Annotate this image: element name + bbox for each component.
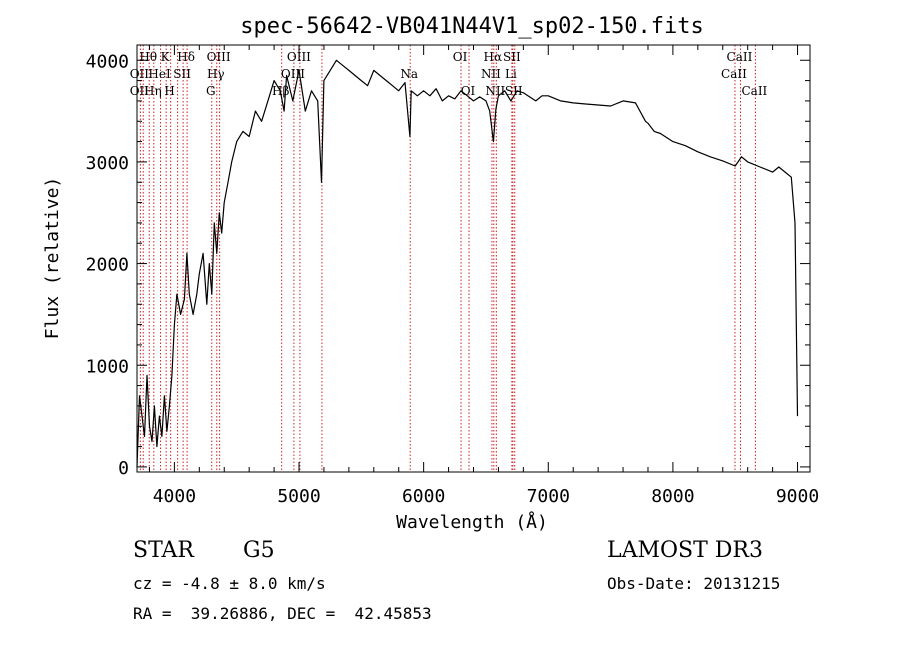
line-label: OIII — [207, 50, 231, 64]
plot-frame — [136, 44, 811, 473]
x-tick-label: 4000 — [153, 486, 196, 507]
line-label: OIII — [281, 67, 305, 81]
spectrum-series-line — [136, 59, 799, 467]
line-label: Hδ — [177, 50, 195, 64]
line-label: SII — [503, 50, 521, 64]
line-label: CaII — [727, 50, 753, 64]
line-label: Hγ — [207, 67, 225, 81]
spectral-subclass: G5 — [243, 538, 275, 563]
line-label: OI — [461, 84, 476, 98]
line-label: SII — [505, 84, 523, 98]
line-label: NII — [481, 67, 501, 81]
line-label: OII — [130, 84, 150, 98]
x-axis-label: Wavelength (Å) — [396, 511, 548, 533]
sky-coordinates: RA = 39.26886, DEC = 42.45853 — [133, 604, 432, 623]
line-label: CaII — [721, 67, 747, 81]
line-label: OII — [130, 67, 150, 81]
y-tick-label: 0 — [118, 458, 129, 479]
x-tick-label: 7000 — [527, 486, 570, 507]
y-tick-label: 2000 — [86, 255, 129, 276]
line-label: G — [206, 84, 216, 98]
y-tick-label: 3000 — [86, 153, 129, 174]
line-label: Hη — [144, 84, 162, 98]
chart-title: spec-56642-VB041N44V1_sp02-150.fits — [240, 14, 704, 39]
redshift-velocity: cz = -4.8 ± 8.0 km/s — [133, 574, 326, 593]
y-tick-label: 4000 — [86, 51, 129, 72]
x-tick-label: 5000 — [277, 486, 320, 507]
y-axis-label: Flux (relative) — [42, 177, 63, 340]
line-label: Na — [400, 67, 418, 81]
line-label: SII — [173, 67, 191, 81]
x-tick-label: 6000 — [402, 486, 445, 507]
line-label: Hθ — [139, 50, 157, 64]
line-label: Hα — [484, 50, 503, 64]
line-label: H — [164, 84, 174, 98]
line-label: CaII — [741, 84, 767, 98]
line-label: K — [161, 50, 171, 64]
survey-release: LAMOST DR3 — [607, 538, 763, 563]
x-tick-label: 9000 — [776, 486, 819, 507]
x-tick-label: 8000 — [651, 486, 694, 507]
line-label: NII — [485, 84, 505, 98]
y-tick-label: 1000 — [86, 356, 129, 377]
line-label: OIII — [287, 50, 311, 64]
line-label: OI — [453, 50, 468, 64]
object-class: STAR — [133, 538, 194, 563]
line-label: Li — [505, 67, 517, 81]
observation-date: Obs-Date: 20131215 — [607, 574, 781, 593]
line-label: HeI — [148, 67, 171, 81]
